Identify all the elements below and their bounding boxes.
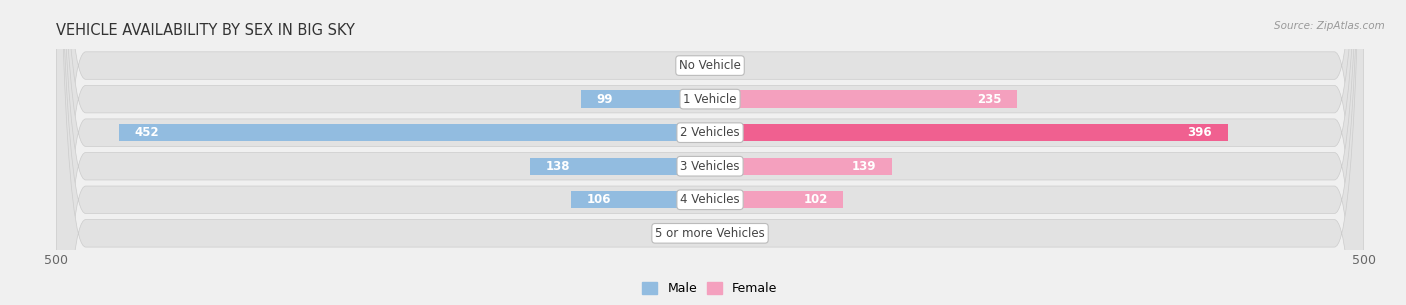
FancyBboxPatch shape [56,0,1364,305]
Bar [710,224,718,242]
FancyBboxPatch shape [56,0,1364,305]
Bar [710,191,844,209]
Text: 2 Vehicles: 2 Vehicles [681,126,740,139]
Text: 1 Vehicle: 1 Vehicle [683,93,737,106]
Text: 138: 138 [546,160,569,173]
Bar [710,90,1018,108]
Text: 0: 0 [689,228,696,238]
Text: 0: 0 [724,61,731,70]
Bar [710,124,1227,142]
Text: Source: ZipAtlas.com: Source: ZipAtlas.com [1274,21,1385,31]
Text: 4 Vehicles: 4 Vehicles [681,193,740,206]
Bar [710,157,891,175]
Text: No Vehicle: No Vehicle [679,59,741,72]
Text: 99: 99 [596,93,613,106]
Bar [710,57,718,74]
Text: 106: 106 [588,193,612,206]
Bar [702,57,710,74]
Text: 3 Vehicles: 3 Vehicles [681,160,740,173]
FancyBboxPatch shape [56,0,1364,305]
Text: VEHICLE AVAILABILITY BY SEX IN BIG SKY: VEHICLE AVAILABILITY BY SEX IN BIG SKY [56,23,356,38]
Bar [581,90,710,108]
Bar [530,157,710,175]
Text: 235: 235 [977,93,1001,106]
Text: 0: 0 [724,228,731,238]
Bar [571,191,710,209]
Text: 139: 139 [852,160,876,173]
Bar [702,224,710,242]
Text: 452: 452 [135,126,159,139]
Text: 0: 0 [689,61,696,70]
FancyBboxPatch shape [56,0,1364,305]
Text: 102: 102 [803,193,828,206]
Bar [120,124,710,142]
FancyBboxPatch shape [56,0,1364,305]
Text: 5 or more Vehicles: 5 or more Vehicles [655,227,765,240]
FancyBboxPatch shape [56,0,1364,305]
Text: 396: 396 [1188,126,1212,139]
Legend: Male, Female: Male, Female [637,277,783,300]
